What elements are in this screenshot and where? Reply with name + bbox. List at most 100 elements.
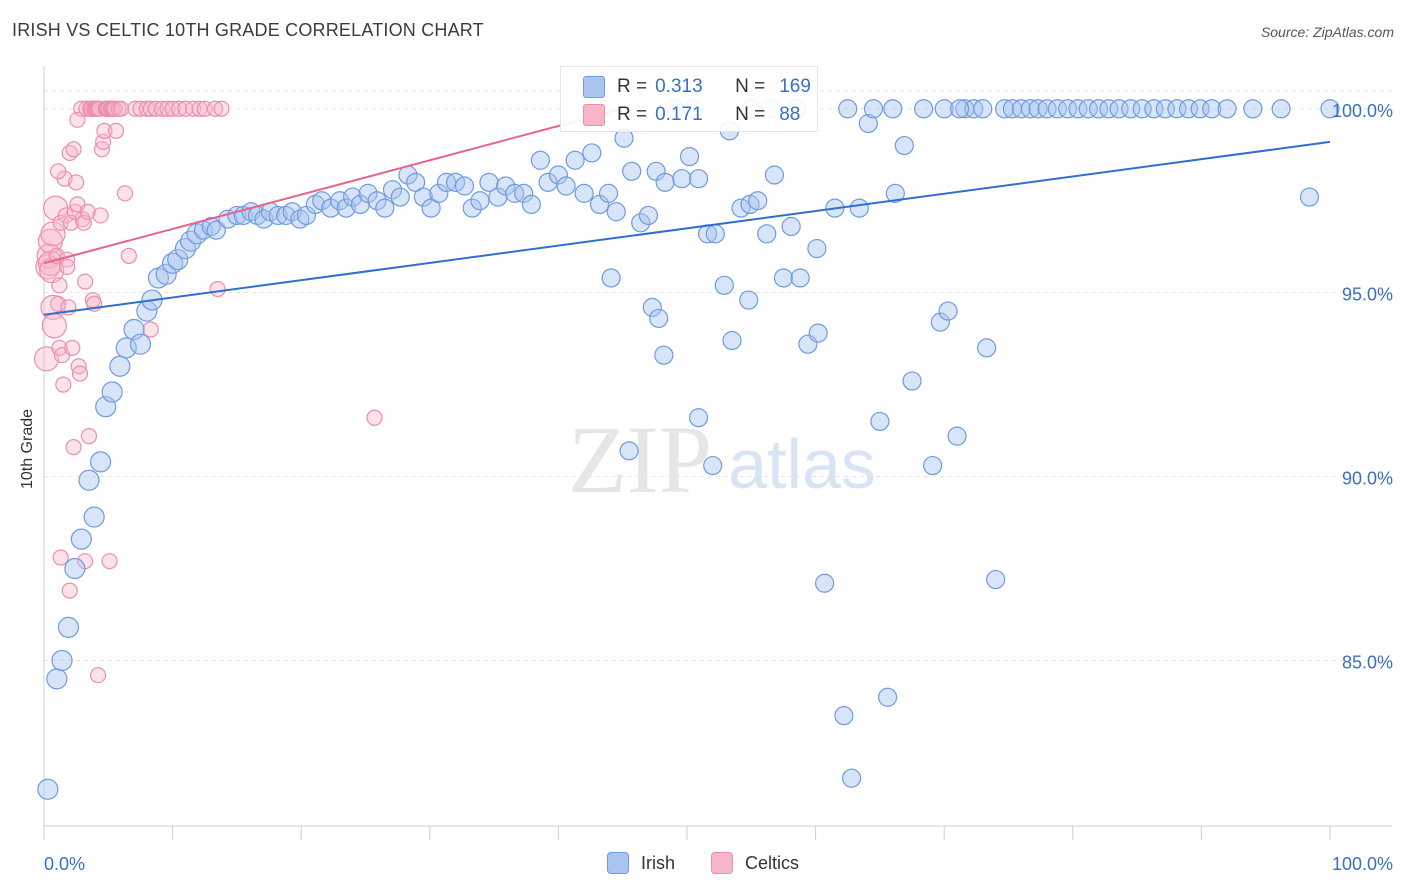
irish-point-141: [1202, 99, 1222, 119]
irish-point-84: [672, 169, 692, 189]
stats-r-value: 0.313: [655, 76, 703, 97]
irish-point-101: [815, 573, 835, 593]
irish-point-158: [654, 345, 674, 365]
irish-point-162: [739, 290, 759, 310]
irish-point-58: [454, 176, 475, 196]
irish-point-149: [838, 99, 858, 119]
stats-r-label: R =: [617, 76, 648, 97]
irish-point-116: [947, 426, 967, 446]
series-celtics: [33, 100, 383, 684]
celtics-point-84: [59, 258, 76, 276]
irish-point-73: [582, 143, 602, 163]
irish-point-20: [167, 248, 189, 271]
irish-point-96: [773, 268, 794, 288]
stats-n-value: 169: [779, 76, 811, 97]
irish-point-72: [574, 183, 594, 203]
irish-point-135: [1132, 99, 1152, 119]
source-label: Source: ZipAtlas.com: [1260, 24, 1394, 40]
celtics-point-86: [50, 163, 67, 180]
irish-point-93: [748, 191, 768, 211]
irish-point-159: [642, 297, 662, 317]
watermark-atlas: atlas: [728, 425, 876, 503]
irish-point-129: [1068, 99, 1088, 119]
irish-point-50: [390, 187, 410, 207]
celtics-point-76: [52, 549, 69, 566]
stats-r-label: R =: [617, 104, 648, 125]
irish-point-128: [1058, 99, 1078, 119]
legend-label-irish: Irish: [640, 852, 675, 873]
legend: Irish Celtics: [0, 852, 1406, 874]
celtics-point-77: [61, 582, 78, 599]
irish-point-10: [101, 381, 123, 403]
irish-point-161: [688, 408, 709, 428]
celtics-point-67: [159, 100, 176, 117]
irish-point-143: [1243, 99, 1263, 119]
stats-swatch-irish: [583, 76, 605, 98]
irish-point-59: [462, 198, 482, 218]
irish-point-136: [1144, 99, 1164, 119]
legend-item-celtics[interactable]: Celtics: [711, 852, 799, 874]
irish-point-32: [254, 209, 274, 229]
y-axis-label: 10th Grade: [19, 408, 36, 490]
irish-point-79: [631, 213, 651, 233]
irish-point-165: [649, 308, 669, 329]
celtics-point-34: [77, 273, 94, 290]
irish-point-90: [722, 330, 742, 351]
irish-point-44: [343, 187, 363, 207]
celtics-point-8: [41, 313, 67, 339]
irish-point-68: [538, 172, 558, 192]
irish-point-53: [413, 187, 433, 207]
stats-r-value: 0.171: [655, 104, 703, 125]
celtics-point-88: [92, 207, 109, 224]
stats-row-irish: R = 0.313 N = 169: [583, 73, 811, 101]
irish-point-156: [950, 99, 970, 119]
celtics-point-56: [107, 122, 125, 139]
celtics-point-16: [55, 376, 72, 393]
chart-title: IRISH VS CELTIC 10TH GRADE CORRELATION C…: [12, 20, 484, 40]
irish-point-134: [1121, 99, 1141, 119]
celtics-point-87: [69, 111, 86, 128]
irish-point-105: [849, 198, 869, 218]
trend-lines: [43, 107, 1331, 316]
celtics-point-5: [39, 258, 65, 284]
celtics-point-79: [101, 553, 118, 570]
irish-point-52: [406, 172, 426, 192]
irish-point-80: [638, 205, 659, 226]
irish-point-25: [201, 216, 221, 237]
irish-point-7: [83, 506, 105, 528]
irish-point-82: [655, 172, 675, 192]
irish-point-148: [934, 99, 954, 119]
irish-point-95: [764, 165, 785, 185]
watermark: ZIP atlas: [568, 406, 876, 513]
trend-line-irish: [43, 140, 1331, 316]
irish-point-115: [938, 301, 958, 321]
celtics-point-69: [170, 100, 188, 117]
irish-point-98: [790, 268, 810, 288]
irish-point-75: [598, 183, 619, 203]
celtics-point-24: [65, 141, 82, 158]
y-tick-label-2: 95.0%: [1342, 285, 1393, 305]
axes: [43, 66, 1392, 840]
irish-point-14: [129, 333, 152, 355]
irish-point-97: [781, 216, 801, 237]
irish-point-2: [51, 649, 73, 672]
irish-point-71: [565, 150, 585, 170]
irish-point-137: [1155, 99, 1175, 119]
irish-point-121: [995, 99, 1015, 119]
celtics-point-83: [366, 409, 383, 426]
irish-point-108: [878, 687, 898, 707]
y-tick-label-0: 85.0%: [1342, 652, 1393, 672]
irish-point-106: [858, 113, 878, 134]
irish-point-3: [57, 616, 80, 638]
irish-point-120: [986, 569, 1006, 590]
irish-point-166: [808, 323, 828, 343]
celtics-point-25: [65, 439, 82, 456]
irish-point-94: [757, 224, 777, 244]
legend-item-irish[interactable]: Irish: [606, 852, 675, 874]
celtics-point-37: [80, 428, 98, 445]
irish-point-160: [703, 455, 723, 476]
irish-point-144: [1271, 99, 1291, 119]
irish-point-142: [1217, 99, 1237, 119]
irish-point-111: [902, 371, 922, 391]
gridlines: [44, 90, 1392, 661]
